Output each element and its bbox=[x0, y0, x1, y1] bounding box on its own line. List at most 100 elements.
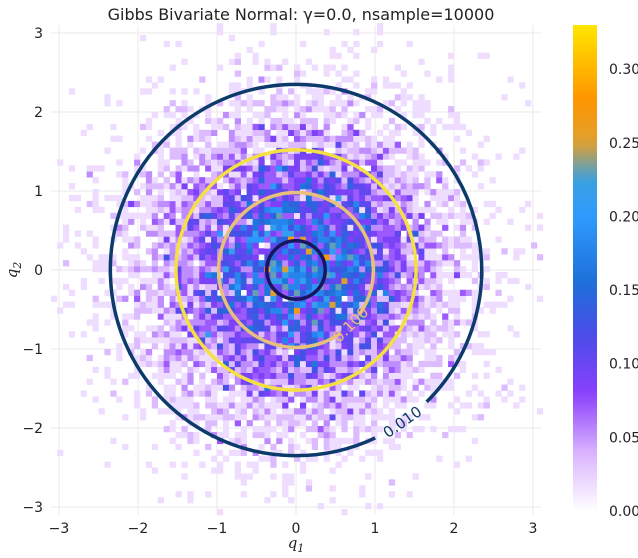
histogram-bin bbox=[311, 248, 319, 255]
histogram-bin bbox=[454, 461, 461, 468]
histogram-bin bbox=[347, 390, 354, 397]
histogram-bin bbox=[335, 236, 342, 243]
histogram-bin bbox=[418, 123, 425, 131]
histogram-bin bbox=[424, 206, 431, 214]
histogram-bin bbox=[134, 159, 141, 166]
histogram-bin bbox=[347, 183, 354, 190]
histogram-bin bbox=[329, 106, 336, 113]
histogram-bin bbox=[442, 289, 449, 296]
histogram-bin bbox=[335, 289, 342, 296]
histogram-bin bbox=[311, 301, 319, 308]
histogram-bin bbox=[323, 354, 330, 362]
histogram-bin bbox=[199, 206, 206, 214]
histogram-bin bbox=[376, 194, 384, 202]
histogram-bin bbox=[305, 295, 313, 302]
histogram-bin bbox=[365, 366, 372, 373]
histogram-bin bbox=[400, 366, 407, 373]
histogram-bin bbox=[240, 236, 247, 243]
histogram-bin bbox=[169, 437, 176, 445]
histogram-bins bbox=[51, 23, 544, 516]
histogram-bin bbox=[222, 218, 230, 225]
histogram-bin bbox=[388, 271, 396, 279]
histogram-bin bbox=[104, 194, 111, 202]
histogram-bin bbox=[311, 64, 319, 71]
histogram-bin bbox=[193, 437, 200, 445]
histogram-bin bbox=[163, 283, 170, 291]
histogram-bin bbox=[282, 479, 289, 486]
histogram-bin bbox=[240, 254, 247, 261]
histogram-bin bbox=[288, 224, 295, 231]
histogram-bin bbox=[359, 319, 366, 326]
histogram-bin bbox=[246, 289, 253, 296]
histogram-bin bbox=[412, 212, 419, 219]
histogram-bin bbox=[139, 171, 147, 178]
histogram-bin bbox=[454, 271, 461, 279]
histogram-bin bbox=[104, 301, 111, 308]
histogram-bin bbox=[163, 230, 170, 237]
histogram-bin bbox=[122, 171, 129, 178]
histogram-bin bbox=[376, 283, 384, 291]
histogram-bin bbox=[234, 52, 241, 59]
histogram-bin bbox=[418, 224, 425, 231]
histogram-bin bbox=[258, 331, 265, 338]
histogram-bin bbox=[359, 189, 366, 196]
histogram-bin bbox=[282, 200, 289, 208]
histogram-bin bbox=[157, 366, 164, 373]
histogram-bin bbox=[211, 242, 218, 249]
histogram-bin bbox=[400, 266, 407, 273]
histogram-bin bbox=[288, 100, 295, 107]
histogram-bin bbox=[134, 242, 141, 249]
histogram-bin bbox=[317, 106, 324, 113]
histogram-bin bbox=[217, 307, 224, 314]
histogram-bin bbox=[294, 135, 301, 142]
histogram-bin bbox=[205, 212, 212, 219]
histogram-bin bbox=[371, 408, 378, 415]
histogram-bin bbox=[406, 200, 413, 208]
histogram-bin bbox=[169, 402, 176, 409]
histogram-bin bbox=[323, 437, 330, 445]
histogram-bin bbox=[459, 366, 467, 373]
histogram-bin bbox=[288, 289, 295, 296]
histogram-bin bbox=[424, 331, 431, 338]
histogram-bin bbox=[323, 372, 330, 379]
histogram-bin bbox=[412, 236, 419, 243]
histogram-bin bbox=[169, 426, 176, 433]
histogram-bin bbox=[311, 212, 319, 219]
histogram-bin bbox=[353, 194, 360, 202]
histogram-bin bbox=[400, 123, 407, 131]
histogram-bin bbox=[116, 200, 123, 208]
histogram-bin bbox=[436, 266, 443, 273]
histogram-bin bbox=[282, 414, 289, 421]
histogram-bin bbox=[205, 402, 212, 409]
histogram-bin bbox=[507, 378, 514, 385]
histogram-bin bbox=[418, 360, 425, 368]
histogram-bin bbox=[394, 64, 401, 71]
histogram-bin bbox=[311, 117, 319, 125]
histogram-bin bbox=[205, 360, 212, 368]
histogram-bin bbox=[193, 283, 200, 291]
histogram-bin bbox=[211, 147, 218, 154]
histogram-bin bbox=[282, 384, 289, 391]
histogram-bin bbox=[400, 271, 407, 279]
histogram-bin bbox=[246, 141, 253, 148]
histogram-bin bbox=[341, 319, 348, 326]
histogram-bin bbox=[388, 248, 396, 255]
histogram-bin bbox=[86, 230, 93, 237]
histogram-bin bbox=[299, 349, 307, 356]
histogram-bin bbox=[294, 360, 301, 368]
histogram-bin bbox=[430, 337, 437, 344]
histogram-bin bbox=[376, 307, 384, 314]
histogram-bin bbox=[311, 443, 319, 451]
histogram-bin bbox=[323, 165, 330, 172]
histogram-bin bbox=[211, 349, 218, 356]
histogram-bin bbox=[205, 337, 212, 344]
histogram-bin bbox=[299, 212, 307, 219]
histogram-bin bbox=[240, 402, 247, 409]
histogram-bin bbox=[454, 189, 461, 196]
histogram-bin bbox=[294, 153, 301, 160]
histogram-bin bbox=[211, 212, 218, 219]
histogram-bin bbox=[388, 414, 396, 421]
histogram-bin bbox=[329, 64, 336, 71]
histogram-bin bbox=[246, 46, 253, 54]
histogram-bin bbox=[394, 171, 401, 178]
